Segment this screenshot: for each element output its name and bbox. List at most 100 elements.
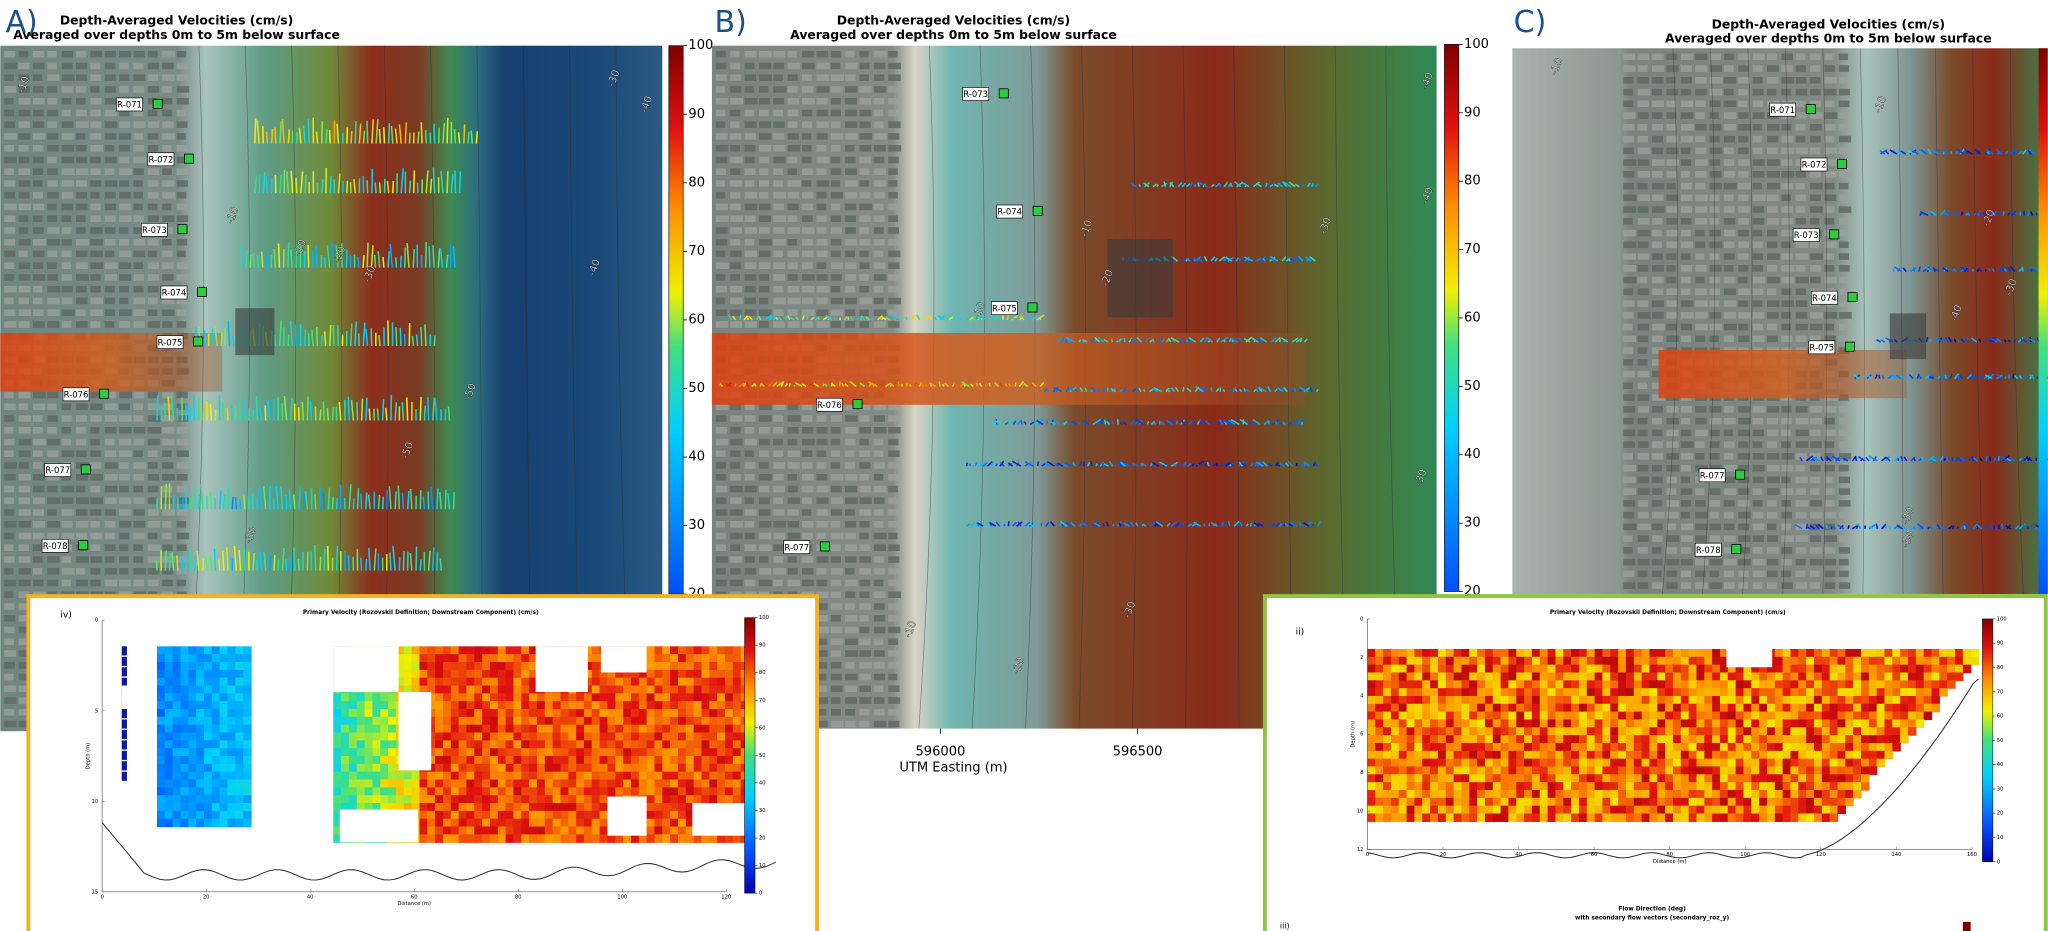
heatmap-cell	[188, 693, 196, 701]
building	[162, 251, 172, 258]
velocity-vector	[389, 123, 390, 144]
velocity-vector	[322, 121, 323, 143]
heatmap-cell	[357, 717, 365, 725]
heatmap-cell	[341, 772, 349, 780]
heatmap-cell	[459, 764, 467, 772]
velocity-vector	[1313, 524, 1314, 526]
heatmap-cell	[204, 795, 212, 803]
heatmap-cell	[506, 686, 514, 694]
building	[802, 286, 814, 293]
building	[76, 239, 89, 246]
heatmap-cell	[709, 748, 717, 756]
heatmap-cell	[717, 701, 725, 709]
building	[831, 721, 844, 728]
building	[888, 63, 901, 70]
building	[1753, 206, 1765, 213]
building	[90, 521, 99, 528]
velocity-vector	[257, 396, 258, 420]
building	[816, 168, 826, 175]
velocity-vector	[267, 132, 268, 144]
building	[1623, 359, 1632, 366]
heatmap-cell	[165, 686, 173, 694]
colorbar-tick-label: 50	[688, 381, 705, 396]
heatmap-cell	[521, 693, 529, 701]
building	[1839, 418, 1851, 425]
heatmap-cell	[227, 686, 235, 694]
heatmap-cell	[459, 725, 467, 733]
heatmap-cell	[670, 662, 678, 670]
building	[33, 74, 42, 81]
heatmap-cell	[212, 678, 220, 686]
building	[1666, 89, 1678, 96]
heatmap-cell	[701, 717, 709, 725]
building	[788, 204, 799, 211]
panel-label: B)	[715, 5, 747, 40]
heatmap-cell	[427, 654, 435, 662]
heatmap-cell	[204, 756, 212, 764]
heatmap-cell	[733, 701, 741, 709]
building	[19, 251, 28, 258]
building	[845, 262, 856, 269]
building	[1724, 406, 1734, 413]
panel-label: A)	[6, 5, 38, 40]
heatmap-cell	[380, 764, 388, 772]
building	[1810, 206, 1823, 213]
building	[788, 74, 798, 81]
building	[119, 86, 128, 93]
heatmap-cell	[443, 686, 451, 694]
velocity-vector	[1112, 339, 1113, 342]
building	[730, 51, 739, 58]
building	[1666, 547, 1677, 554]
heatmap-cell	[212, 686, 220, 694]
heatmap-cell	[451, 725, 459, 733]
building	[1839, 242, 1849, 249]
building	[47, 509, 57, 516]
heatmap-cell	[482, 740, 490, 748]
building	[62, 580, 71, 587]
building	[1652, 488, 1662, 495]
heatmap-cell	[639, 748, 647, 756]
building	[788, 133, 799, 140]
building	[1695, 441, 1705, 448]
heatmap-cell	[220, 717, 228, 725]
building	[874, 321, 886, 328]
heatmap-cell	[459, 748, 467, 756]
building	[1738, 136, 1748, 143]
building	[759, 98, 770, 105]
building	[177, 51, 187, 58]
velocity-vector	[240, 499, 241, 509]
building	[1753, 488, 1762, 495]
velocity-vector	[250, 255, 251, 268]
heatmap-cell	[701, 701, 709, 709]
building	[1753, 582, 1763, 589]
heatmap-cell	[482, 670, 490, 678]
building	[1796, 148, 1808, 155]
heatmap-cell	[647, 646, 655, 654]
heatmap-cell	[600, 725, 608, 733]
building	[888, 568, 899, 575]
building	[1781, 242, 1791, 249]
building	[1695, 535, 1706, 542]
heatmap-cell	[513, 764, 521, 772]
building	[845, 74, 856, 81]
building	[1839, 112, 1850, 119]
building	[802, 157, 812, 164]
building	[859, 309, 869, 316]
building	[1824, 89, 1836, 96]
building	[1796, 101, 1806, 108]
building	[1753, 500, 1763, 507]
building	[1652, 441, 1663, 448]
building	[1652, 195, 1664, 202]
heatmap-cell	[165, 764, 173, 772]
heatmap-cell	[188, 701, 196, 709]
building	[816, 51, 827, 58]
building	[1753, 54, 1765, 61]
building	[62, 133, 75, 140]
velocity-vector	[1103, 387, 1104, 391]
building	[105, 239, 116, 246]
building	[133, 486, 143, 493]
building	[730, 415, 742, 422]
building	[33, 239, 46, 246]
heatmap-cell	[180, 756, 188, 764]
heatmap-cell	[188, 795, 196, 803]
